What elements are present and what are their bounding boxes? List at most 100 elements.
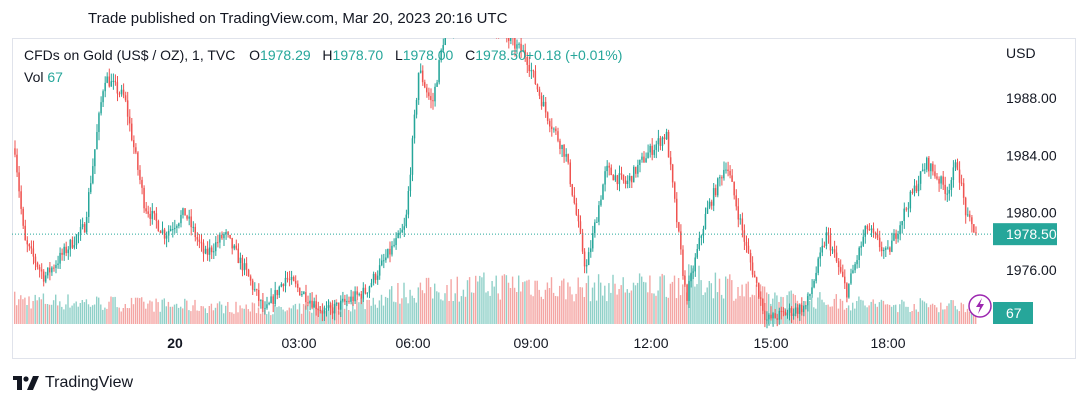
close-value: 1978.50 (475, 47, 526, 63)
volume-bar (520, 291, 522, 324)
candle-body (630, 176, 633, 183)
candle-body (885, 248, 887, 250)
volume-bar (542, 299, 544, 324)
volume-bar (854, 308, 856, 324)
candle-body (559, 140, 561, 149)
volume-bar (528, 279, 530, 324)
candle-body (108, 76, 110, 87)
candle-body (241, 257, 244, 271)
volume-bar (159, 311, 161, 324)
candle-body (143, 187, 145, 209)
volume-bar (858, 296, 860, 324)
volume-bar (962, 304, 965, 324)
candle-body (534, 71, 537, 85)
candle-body (624, 180, 627, 184)
volume-bar (233, 313, 235, 324)
candle-body (587, 252, 590, 266)
volume-bar (884, 304, 887, 324)
candle-body (268, 303, 270, 305)
candle-body (69, 239, 71, 250)
x-tick-label: 09:00 (513, 335, 548, 351)
candle-body (608, 165, 610, 168)
volume-bar (307, 304, 309, 324)
candle-body (204, 248, 207, 254)
low-value: 1978.00 (402, 47, 454, 63)
candle-body (163, 229, 166, 239)
volume-bar (190, 311, 192, 324)
volume-bar (651, 293, 653, 324)
candle-body (126, 100, 129, 117)
volume-bar (622, 277, 624, 324)
candle-body (635, 166, 637, 174)
candle-body (936, 176, 938, 179)
candle-body (639, 159, 641, 165)
candle-body (190, 216, 192, 228)
volume-bar (352, 302, 354, 324)
tradingview-brand[interactable]: TradingView (13, 374, 133, 392)
volume-bar (470, 292, 473, 324)
candle-body (403, 226, 405, 230)
candle-body (286, 277, 289, 280)
candle-body (428, 92, 430, 97)
volume-bar (165, 306, 167, 324)
volume-bar (284, 311, 286, 324)
volume-bar (67, 294, 69, 324)
volume-bar (493, 286, 495, 324)
candle-body (946, 193, 948, 195)
volume-bar (42, 293, 45, 324)
volume-bar (772, 298, 774, 324)
candle-body (614, 175, 616, 181)
candle-body (667, 131, 670, 158)
candle-body (862, 236, 864, 246)
price-chart[interactable]: USD 1976.00 1980.00 1984.00 1988.00 1978.50 67… (12, 38, 1076, 359)
volume-bar (106, 308, 108, 324)
volume-bar (192, 305, 194, 324)
volume-bar (102, 309, 104, 324)
candle-body (368, 286, 371, 293)
volume-bar (403, 282, 405, 324)
candle-body (520, 43, 522, 52)
candle-body (844, 276, 846, 284)
candle-body (346, 300, 348, 302)
candle-body (102, 91, 104, 103)
open-label: O (249, 47, 261, 63)
volume-bar (91, 305, 94, 324)
candle-body (434, 86, 436, 102)
volume-bar (36, 300, 38, 324)
candle-body (49, 267, 51, 273)
candle-body (565, 154, 567, 157)
candle-body (323, 309, 326, 314)
candle-body (106, 76, 108, 83)
volume-bar (948, 303, 950, 324)
volume-bar (579, 287, 581, 324)
candle-body (690, 272, 692, 282)
candle-body (934, 171, 936, 177)
candle-body (333, 303, 336, 314)
candle-body (581, 232, 584, 252)
volume-bar (61, 306, 63, 324)
candle-body (696, 249, 698, 258)
volume-bar (704, 292, 706, 324)
volume-bar (489, 295, 491, 324)
candle-body (409, 174, 412, 191)
candle-body (327, 305, 330, 309)
candle-body (835, 252, 838, 262)
volume-bar (753, 295, 756, 324)
volume-bar (571, 294, 573, 324)
open-value: 1978.29 (260, 47, 311, 63)
volume-bar (821, 299, 823, 324)
candle-body (530, 70, 532, 72)
volume-bar (682, 284, 684, 324)
volume-bar (843, 309, 846, 324)
candle-body (743, 230, 746, 242)
candle-body (71, 239, 74, 248)
volume-bar (52, 300, 55, 324)
candle-body (612, 175, 614, 181)
candle-body (104, 82, 106, 92)
candle-body (620, 173, 623, 175)
candle-body (210, 247, 213, 253)
candle-body (85, 217, 88, 233)
candle-body (356, 291, 358, 295)
volume-bar (28, 296, 30, 324)
candle-body (579, 221, 582, 233)
